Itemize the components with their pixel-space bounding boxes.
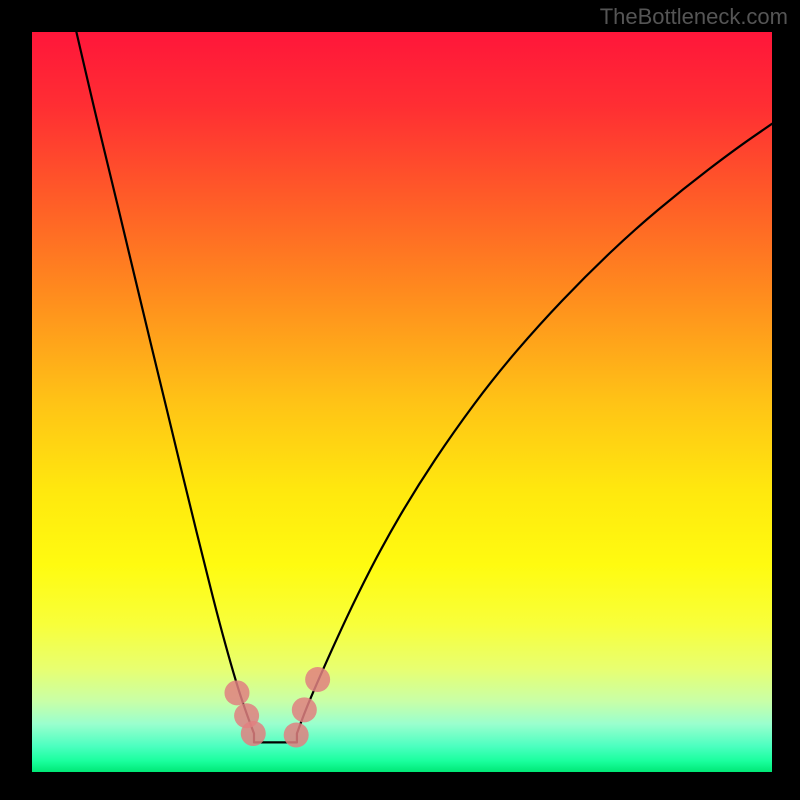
data-marker xyxy=(241,721,266,746)
data-marker xyxy=(305,667,330,692)
bottleneck-curve xyxy=(76,32,772,742)
data-marker xyxy=(284,723,309,748)
watermark-text: TheBottleneck.com xyxy=(600,4,788,30)
data-marker xyxy=(292,697,317,722)
curve-layer xyxy=(32,32,772,772)
data-marker xyxy=(224,680,249,705)
chart-plot-area xyxy=(32,32,772,772)
marker-group xyxy=(224,667,330,748)
